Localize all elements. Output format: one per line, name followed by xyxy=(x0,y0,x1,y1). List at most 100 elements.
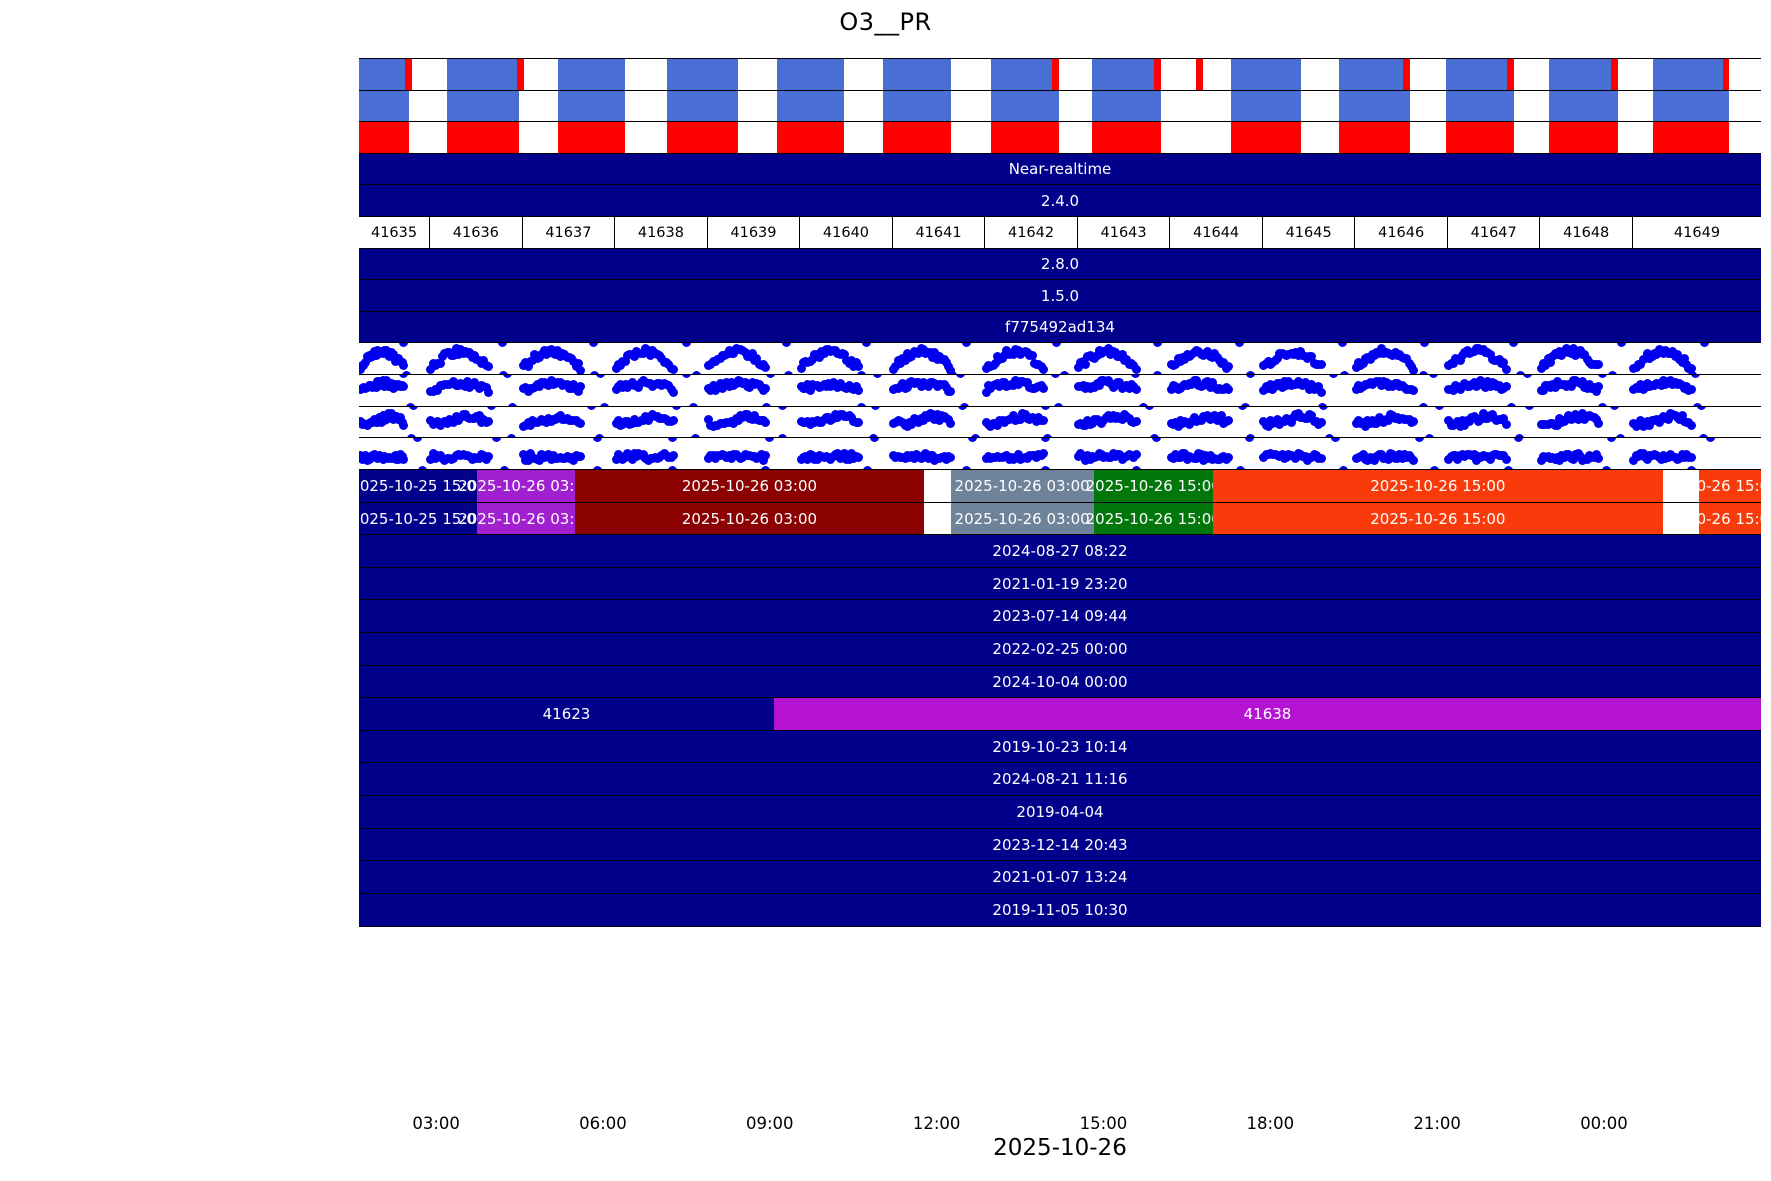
scatter-point xyxy=(1022,378,1032,388)
timeline-segment xyxy=(447,90,519,122)
timeline-segment xyxy=(558,59,626,90)
timeline-segment xyxy=(737,122,777,154)
timeline-row-orbit: orbit41635416364163741638416394164041641… xyxy=(359,216,1761,250)
scatter-point xyxy=(956,375,966,379)
timeline-segment xyxy=(776,59,845,90)
scatter-point xyxy=(1688,370,1698,375)
scatter-point xyxy=(840,449,850,459)
scatter-point xyxy=(1514,438,1524,442)
scatter-point xyxy=(1009,411,1019,421)
timeline-segment xyxy=(359,90,410,122)
timeline-segment xyxy=(844,90,884,122)
scatter-point xyxy=(928,450,938,460)
scatter-point xyxy=(1602,465,1612,470)
scatter-point xyxy=(1372,418,1382,428)
scatter-point xyxy=(777,406,787,410)
timeline-row-cfg-o3-prf: CFG O3 PRF2022-02-25 00:00 xyxy=(359,631,1761,666)
scatter-point xyxy=(1217,411,1227,421)
timeline-segment xyxy=(1514,122,1550,154)
timeline-segment xyxy=(447,122,519,154)
scatter-point xyxy=(1652,349,1662,359)
scatter-point xyxy=(682,343,692,347)
timeline-segment xyxy=(1410,59,1446,90)
x-tick-label: 18:00 xyxy=(1246,1114,1295,1133)
scatter-point xyxy=(398,375,408,379)
page-title: O3__PR xyxy=(839,8,932,36)
scatter-point xyxy=(808,354,818,364)
scatter-point xyxy=(1059,370,1069,375)
scatter-point xyxy=(1686,384,1696,394)
scatter-point xyxy=(808,450,818,460)
scatter-point xyxy=(1419,370,1429,375)
scatter-point xyxy=(1499,358,1509,368)
scatter-point xyxy=(1550,383,1560,393)
timeline-segment xyxy=(1195,59,1203,90)
scatter-point xyxy=(691,434,701,438)
scatter-point xyxy=(1617,343,1627,347)
scatter-point xyxy=(1039,365,1048,375)
scatter-point xyxy=(1041,406,1051,410)
scatter-point xyxy=(747,349,757,359)
scatter-point xyxy=(426,455,436,465)
scatter-point xyxy=(1598,402,1608,407)
timeline-segment: 2025-10-26 03:00 xyxy=(458,469,593,502)
scatter-point xyxy=(487,406,497,410)
scatter-point xyxy=(465,348,475,358)
scatter-point xyxy=(1476,414,1486,424)
scatter-point xyxy=(592,438,602,442)
row-value-cfg-o3-prf: 2022-02-25 00:00 xyxy=(992,639,1128,658)
scatter-point xyxy=(981,388,991,398)
scatter-point xyxy=(784,370,794,375)
timeline-segment xyxy=(518,122,559,154)
scatter-series-processing-s xyxy=(359,375,1761,407)
scatter-point xyxy=(902,382,912,392)
timeline-segment xyxy=(883,90,951,122)
row-value-aux-o3ppwl: 2024-08-27 08:22 xyxy=(992,542,1128,561)
scatter-point xyxy=(1686,363,1696,373)
scatter-point xyxy=(1409,365,1419,375)
timeline-segment xyxy=(1153,59,1161,90)
scatter-point xyxy=(1087,419,1097,429)
row-value-lut-o3ppol: 2024-08-21 11:16 xyxy=(992,770,1128,789)
scatter-point xyxy=(752,354,762,364)
scatter-point xyxy=(1509,343,1519,347)
timeline-segment xyxy=(667,122,738,154)
scatter-point xyxy=(1117,415,1127,425)
scatter-point xyxy=(668,438,678,442)
timeline-segment xyxy=(625,59,668,90)
scatter-point xyxy=(1316,360,1326,370)
scatter-point xyxy=(569,455,579,465)
scatter-point xyxy=(900,356,910,366)
scatter-point xyxy=(449,350,459,360)
timeline-segment xyxy=(1058,90,1093,122)
scatter-point xyxy=(1415,438,1425,442)
scatter-point xyxy=(521,357,531,367)
timeline-segment: 2025-10-26 03:00 xyxy=(574,502,924,535)
scatter-point xyxy=(1266,379,1276,389)
scatter-point xyxy=(407,434,417,438)
scatter-point xyxy=(1132,465,1142,470)
orbit-cell: 41643 xyxy=(1076,217,1170,249)
timeline-segment xyxy=(844,122,884,154)
scatter-point xyxy=(399,343,409,347)
timeline-row-l1b-ir-uvn: L1B IR UVN4162341638 xyxy=(359,697,1761,732)
scatter-point xyxy=(895,359,905,368)
scatter-point xyxy=(766,375,775,379)
scatter-point xyxy=(435,358,445,368)
scatter-point xyxy=(1668,346,1678,356)
scatter-point xyxy=(918,415,928,425)
scatter-point xyxy=(1503,465,1513,470)
timeline-segment xyxy=(991,90,1059,122)
scatter-point xyxy=(1640,354,1650,364)
scatter-point xyxy=(1081,359,1091,369)
scatter-point xyxy=(833,449,843,459)
timeline-segment xyxy=(1231,122,1302,154)
timeline-row-ref-xs-o3p: REF XS O3P2019-11-05 10:30 xyxy=(359,892,1761,927)
scatter-point xyxy=(1180,449,1190,459)
scatter-point xyxy=(946,452,956,462)
scatter-point xyxy=(474,410,484,420)
timeline-row-status-met-2d: Status MET 2D xyxy=(359,89,1761,123)
scatter-point xyxy=(1130,375,1140,379)
scatter-point xyxy=(1481,382,1491,392)
scatter-point xyxy=(853,418,863,428)
